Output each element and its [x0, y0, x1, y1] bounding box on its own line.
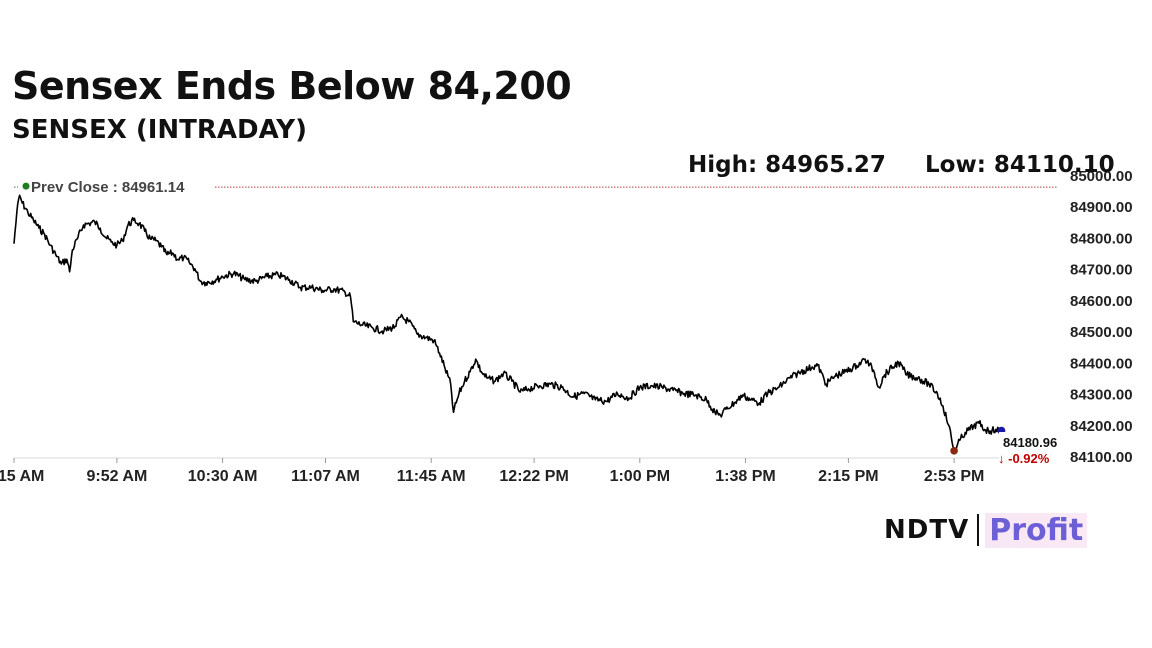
- y-tick-label: 84500.00: [1070, 324, 1133, 341]
- brand-divider: [977, 514, 980, 546]
- sensex-price-line: [13, 194, 1003, 454]
- brand-profit-text: Profit: [985, 512, 1088, 548]
- x-tick-label: 1:38 PM: [715, 468, 775, 485]
- brand-ndtv-text: NDTV: [884, 515, 970, 545]
- y-tick-label: 84200.00: [1070, 418, 1133, 435]
- x-tick-label: 9:52 AM: [87, 468, 148, 485]
- x-tick-label: 2:15 PM: [818, 468, 878, 485]
- x-tick-label: 2:53 PM: [924, 468, 984, 485]
- brand-logo: NDTV Profit: [884, 510, 1088, 550]
- low-label: Low: 84110.10: [925, 152, 1115, 178]
- last-value-label: 84180.96: [1003, 435, 1057, 450]
- y-tick-label: 84700.00: [1070, 262, 1133, 279]
- x-tick-label: 11:45 AM: [397, 468, 466, 485]
- y-tick-label: 84900.00: [1070, 199, 1133, 216]
- y-tick-label: 84400.00: [1070, 355, 1133, 372]
- x-tick-label: 10:30 AM: [188, 468, 258, 485]
- change-percent-label: ↓ -0.92%: [998, 451, 1050, 466]
- page-title: Sensex Ends Below 84,200: [12, 64, 572, 108]
- day-low-dot: [950, 447, 958, 455]
- prev-close-dot: [22, 182, 30, 190]
- y-tick-label: 84800.00: [1070, 230, 1133, 247]
- x-tick-label: 11:07 AM: [291, 468, 360, 485]
- prev-close-label: Prev Close : 84961.14: [31, 179, 185, 196]
- y-tick-label: 85000.00: [1070, 168, 1133, 185]
- chart-subtitle: SENSEX (INTRADAY): [12, 115, 307, 145]
- x-tick-label: 9:15 AM: [0, 468, 44, 485]
- last-value-label-bg: [999, 432, 1065, 466]
- x-tick-label: 12:22 PM: [499, 468, 568, 485]
- y-tick-label: 84100.00: [1070, 449, 1133, 466]
- y-tick-label: 84600.00: [1070, 293, 1133, 310]
- high-label: High: 84965.27: [688, 152, 886, 178]
- y-tick-label: 84300.00: [1070, 387, 1133, 404]
- prev-close-label-bg: [18, 178, 214, 197]
- x-tick-label: 1:00 PM: [610, 468, 670, 485]
